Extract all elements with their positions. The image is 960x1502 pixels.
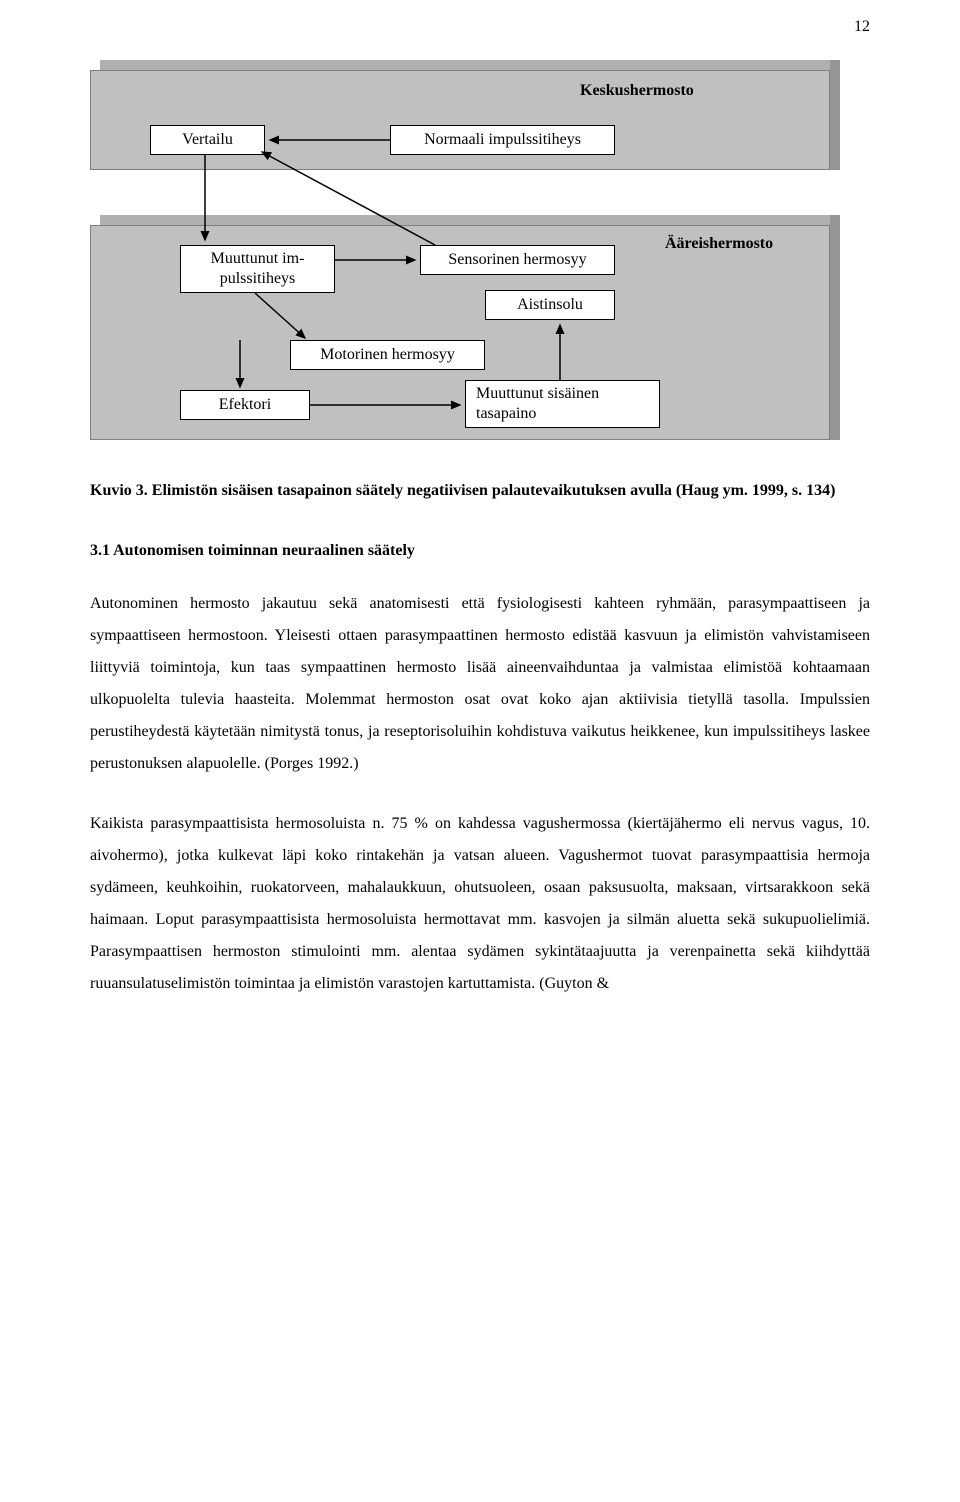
figure-caption: Kuvio 3. Elimistön sisäisen tasapainon s… xyxy=(90,480,870,502)
document-page: 12 Keskushermosto Ääreishermosto Vertail… xyxy=(0,0,960,1088)
paragraph-2: Kaikista parasympaattisista hermosoluist… xyxy=(90,808,870,1000)
paragraph-1: Autonominen hermosto jakautuu sekä anato… xyxy=(90,588,870,780)
slab-right-shadow xyxy=(830,60,840,170)
node-motorinen: Motorinen hermosyy xyxy=(290,340,485,370)
flow-diagram: Keskushermosto Ääreishermosto Vertailu N… xyxy=(90,60,870,450)
label-aareishermosto: Ääreishermosto xyxy=(665,235,773,253)
node-muuttunut-imp: Muuttunut im- pulssitiheys xyxy=(180,245,335,293)
slab-top-shadow-2 xyxy=(100,215,840,225)
node-aistinsolu: Aistinsolu xyxy=(485,290,615,320)
section-heading: 3.1 Autonomisen toiminnan neuraalinen sä… xyxy=(90,542,870,560)
node-vertailu: Vertailu xyxy=(150,125,265,155)
node-sensorinen: Sensorinen hermosyy xyxy=(420,245,615,275)
node-sisainen: Muuttunut sisäinen tasapaino xyxy=(465,380,660,428)
label-keskushermosto: Keskushermosto xyxy=(580,82,694,100)
page-number: 12 xyxy=(854,18,870,36)
slab-top-shadow xyxy=(100,60,840,70)
node-efektori: Efektori xyxy=(180,390,310,420)
slab-right-shadow-2 xyxy=(830,215,840,440)
node-normaali: Normaali impulssitiheys xyxy=(390,125,615,155)
slab-top xyxy=(90,70,830,170)
